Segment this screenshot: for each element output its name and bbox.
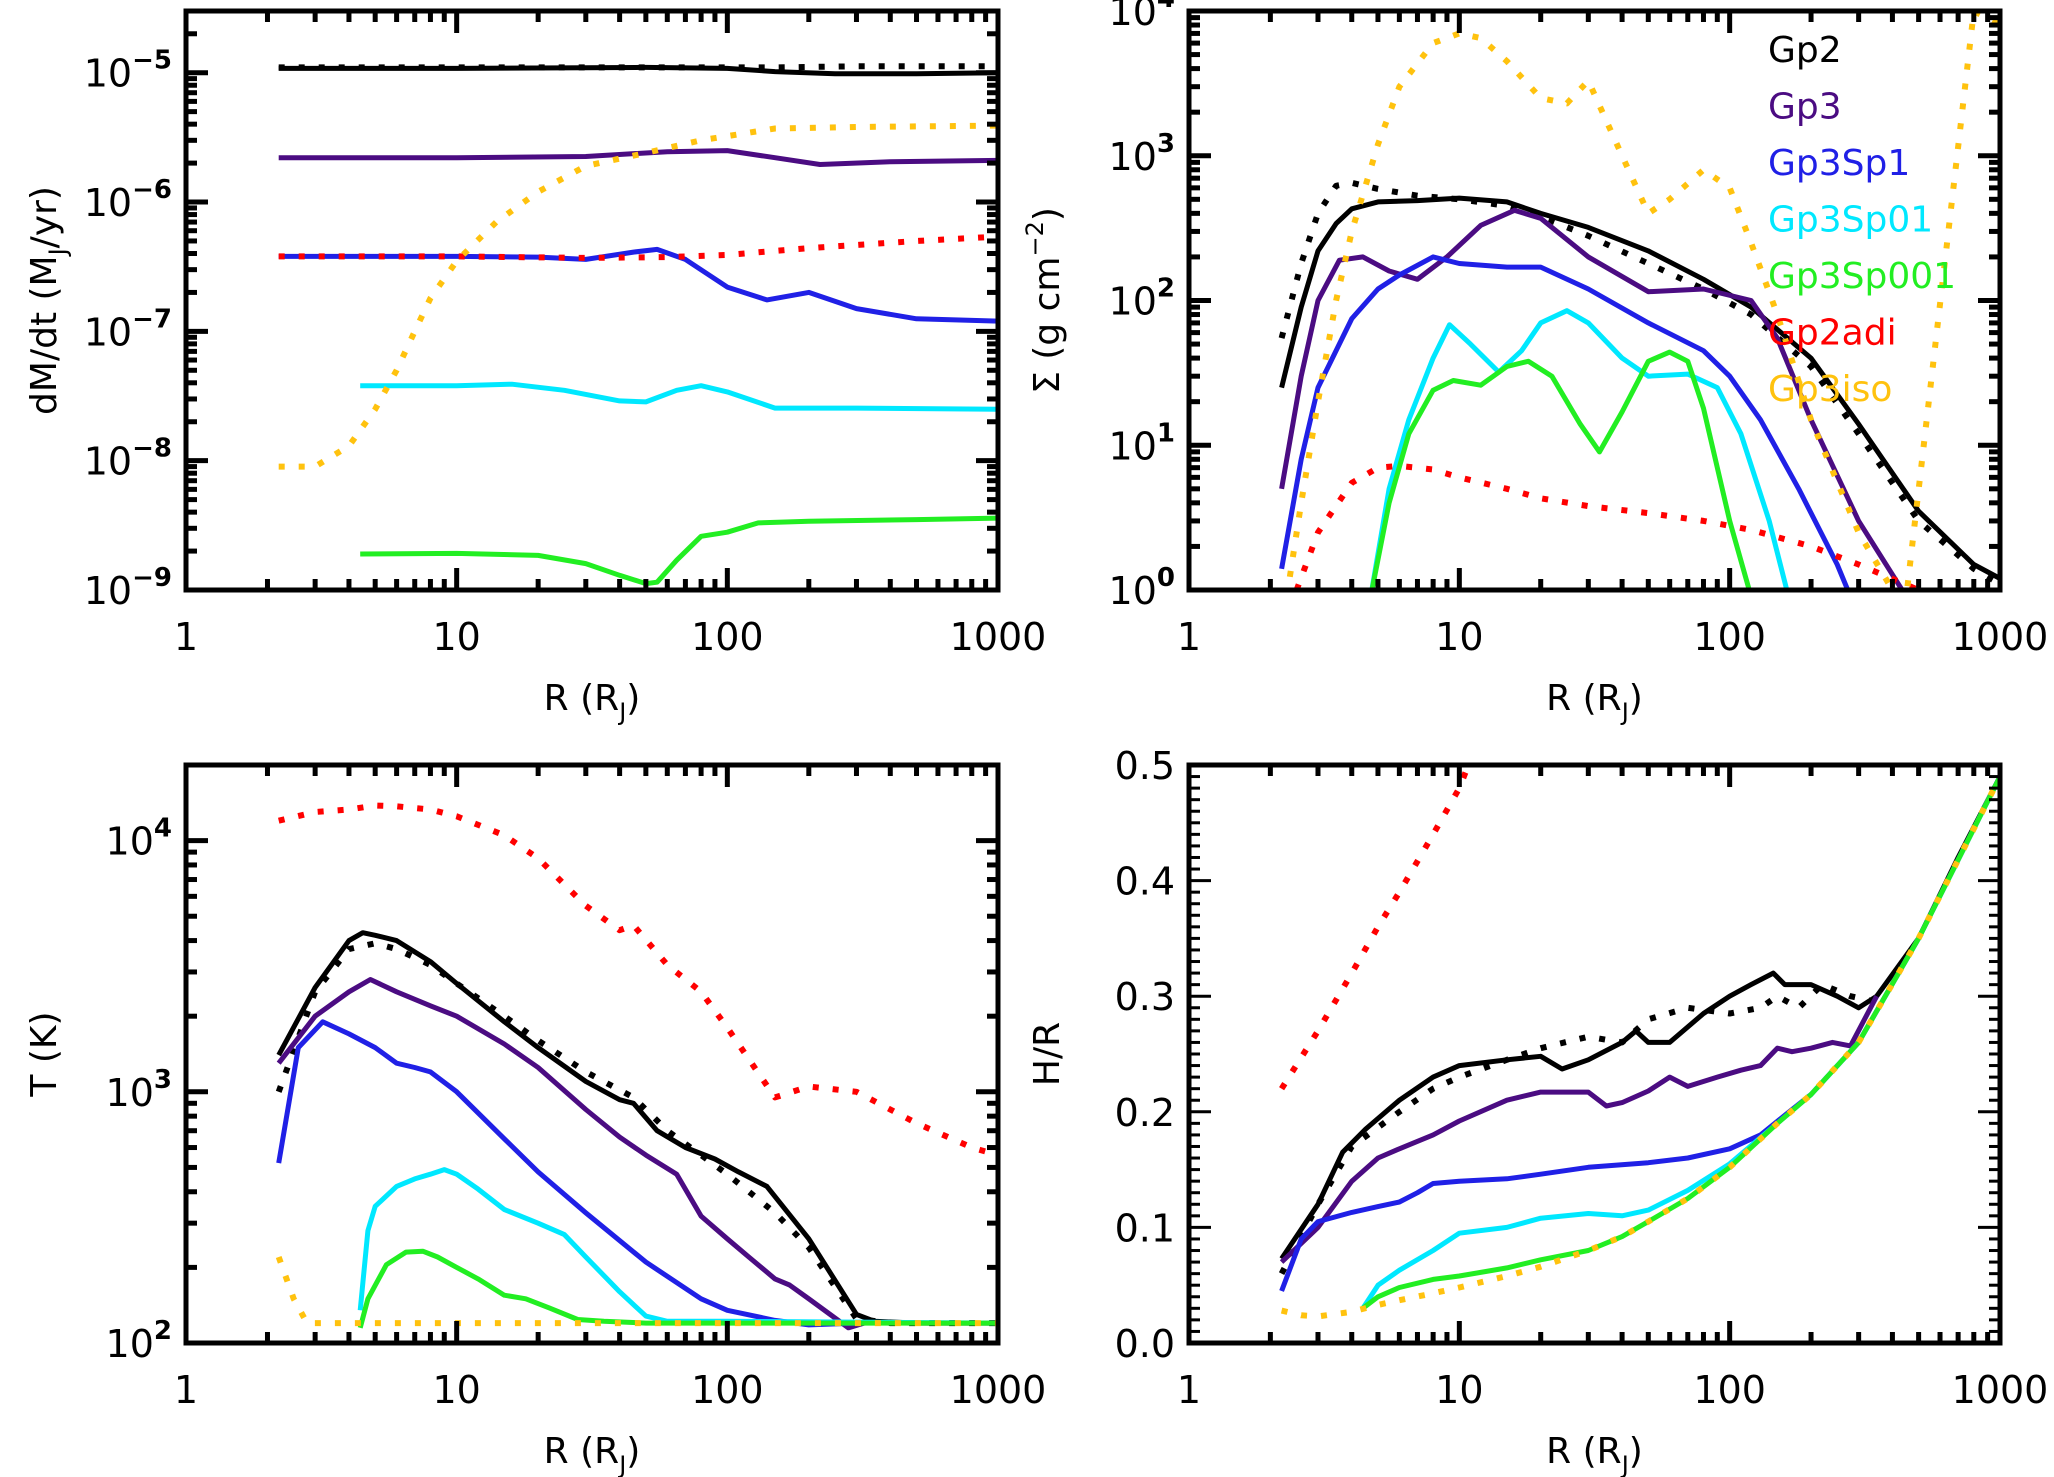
x-tick-label: 1000: [1952, 1368, 2049, 1412]
series-group: [1278, 765, 2000, 1320]
y-tick-label: 10−9: [84, 563, 172, 613]
y-axis-label: H/R: [1027, 1022, 1068, 1086]
y-tick-label: 100: [1109, 563, 1175, 613]
series-gp2-solid: [278, 64, 998, 77]
x-tick-label: 100: [691, 1368, 764, 1412]
series-gp2-solid: [1279, 775, 2000, 1260]
legend-entry-gp3: Gp3: [1768, 87, 1842, 128]
series-gp3iso-dotted: [1280, 775, 2000, 1320]
series-gp3sp001-solid: [1361, 775, 2000, 1311]
x-axis-label: R (RJ): [544, 678, 641, 726]
y-tick-label: 10−7: [84, 304, 172, 354]
legend-entry-gp3iso: Gp3iso: [1768, 369, 1892, 410]
plot-frame: [183, 8, 1001, 593]
y-tick-label: 0.0: [1115, 1322, 1175, 1366]
series-gp3sp01-solid: [1369, 308, 1790, 590]
series-gp2-dotted: [278, 63, 998, 71]
x-tick-label: 100: [1693, 615, 1766, 659]
y-axis-label: Σ (g cm−2): [1021, 207, 1068, 394]
series-gp2adi-dotted: [1279, 765, 1472, 1091]
legend-entry-gp3sp01: Gp3Sp01: [1768, 200, 1933, 241]
legend-entry-gp3sp1: Gp3Sp1: [1768, 143, 1910, 184]
series-group: [1278, 11, 2000, 590]
series-gp3-solid: [276, 977, 865, 1331]
y-tick-label: 10−6: [84, 175, 172, 225]
panel-temperature: 1 10 100 1000 102 103 104 R (RJ) T (K): [24, 762, 1047, 1477]
series-gp3sp01-solid: [357, 1167, 998, 1326]
series-gp2-dotted: [1278, 981, 1878, 1275]
x-tick-label: 10: [432, 615, 480, 659]
legend: Gp2 Gp3 Gp3Sp1 Gp3Sp01 Gp3Sp001 Gp2adi Gp3iso: [1768, 30, 1956, 410]
y-tick-label: 10−5: [84, 46, 172, 96]
x-tick-label: 1000: [950, 1368, 1047, 1412]
legend-entry-gp2: Gp2: [1768, 30, 1842, 71]
series-gp3-solid: [278, 148, 998, 167]
y-tick-label: 103: [1109, 129, 1175, 179]
series-gp2-dotted: [1278, 179, 2000, 587]
x-tick-label: 1: [174, 615, 198, 659]
series-gp3sp01-solid: [360, 381, 998, 412]
series-gp3iso-dotted: [278, 122, 998, 470]
x-tick-label: 1: [174, 1368, 198, 1412]
series-gp2-solid: [1279, 195, 2000, 581]
series-gp3sp001-solid: [357, 1248, 998, 1329]
legend-entry-gp3sp001: Gp3Sp001: [1768, 256, 1956, 297]
plot-frame: [1186, 8, 2003, 593]
y-axis-label: T (K): [24, 1011, 65, 1097]
panel-surface-density: 1 10 100 1000 100 101 102 103 104 R (RJ) Σ (g cm−2…: [1021, 0, 2048, 726]
y-tick-label: 104: [106, 814, 172, 864]
series-gp2adi-dotted: [1293, 462, 1929, 590]
plot-frame: [183, 762, 1001, 1346]
x-tick-label: 100: [691, 615, 764, 659]
x-tick-label: 10: [1435, 615, 1483, 659]
series-gp3sp01-solid: [1360, 775, 2000, 1310]
x-tick-label: 1000: [950, 615, 1047, 659]
series-gp2-dotted: [275, 940, 998, 1327]
x-tick-label: 1: [1177, 1368, 1201, 1412]
y-tick-label: 101: [1109, 418, 1175, 468]
series-gp2adi-dotted: [278, 233, 998, 261]
series-gp3sp1-solid: [276, 1019, 857, 1328]
series-gp2adi-dotted: [278, 802, 998, 1158]
series-gp3sp001-solid: [1369, 349, 1752, 590]
panel-accretion-rate: 1 10 100 1000 10−9 10−8 10−7 10−6 10−5 R (RJ) dM/d…: [24, 8, 1047, 726]
x-tick-label: 1: [1177, 615, 1201, 659]
y-tick-label: 10−8: [84, 434, 172, 484]
series-gp3sp001-solid: [360, 515, 998, 587]
y-tick-label: 0.4: [1115, 860, 1175, 904]
x-axis-label: R (RJ): [544, 1431, 641, 1477]
legend-entry-gp2adi: Gp2adi: [1768, 313, 1897, 354]
x-tick-label: 10: [432, 1368, 480, 1412]
y-tick-label: 102: [106, 1316, 172, 1366]
y-axis-label: dM/dt (MJ/yr): [24, 186, 72, 415]
series-gp3-solid: [1279, 207, 1906, 590]
y-tick-label: 0.1: [1115, 1206, 1175, 1250]
x-tick-label: 10: [1435, 1368, 1483, 1412]
series-gp2-solid: [276, 930, 998, 1326]
y-tick-label: 104: [1109, 0, 1175, 34]
y-tick-label: 0.2: [1115, 1091, 1175, 1135]
series-gp3iso-dotted: [1284, 11, 2000, 590]
series-group: [275, 802, 998, 1331]
x-axis-label: R (RJ): [1546, 678, 1643, 726]
series-group: [278, 63, 998, 587]
series-gp3-solid: [1279, 995, 1879, 1264]
y-tick-label: 102: [1109, 274, 1175, 324]
series-gp3sp1-solid: [1279, 254, 1851, 590]
y-tick-label: 0.5: [1115, 744, 1175, 788]
series-gp3sp1-solid: [278, 246, 998, 324]
y-tick-label: 0.3: [1115, 975, 1175, 1019]
x-axis-label: R (RJ): [1546, 1431, 1643, 1477]
panel-aspect-ratio: 1 10 100 1000 0.0 0.1 0.2 0.3 0.4 0.5 R (RJ) H/R: [1027, 744, 2048, 1477]
y-tick-label: 103: [106, 1065, 172, 1115]
x-tick-label: 1000: [1952, 615, 2049, 659]
x-tick-label: 100: [1693, 1368, 1766, 1412]
